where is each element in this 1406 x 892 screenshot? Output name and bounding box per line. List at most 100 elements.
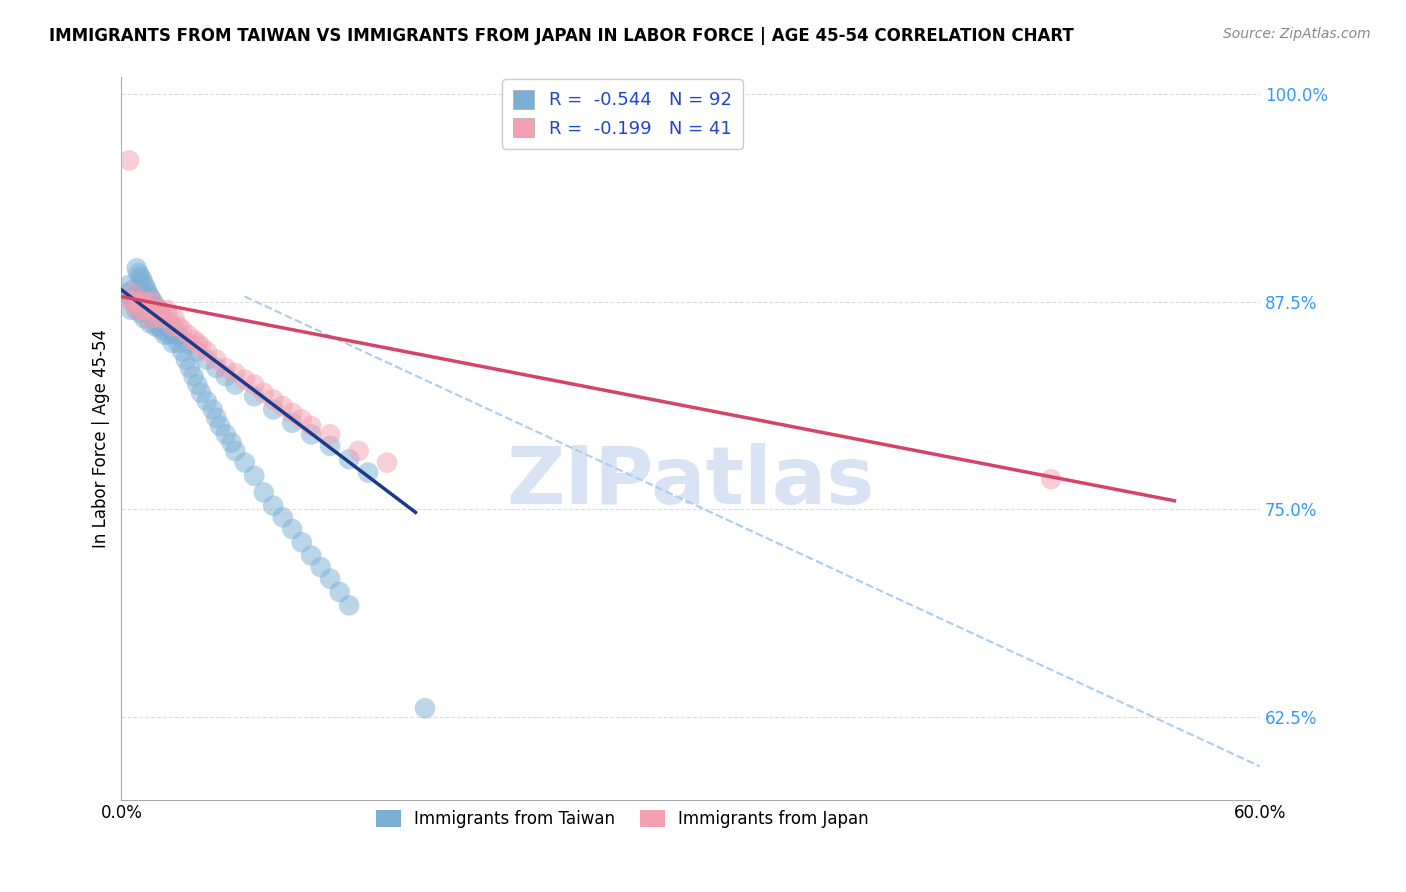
Point — [299, 427, 322, 442]
Point — [125, 289, 148, 303]
Point — [148, 319, 170, 334]
Point — [139, 289, 162, 303]
Point — [186, 377, 208, 392]
Point — [145, 319, 167, 334]
Point — [205, 352, 228, 367]
Point — [319, 439, 342, 453]
Point — [134, 277, 156, 292]
Point — [183, 333, 205, 347]
Point — [215, 360, 238, 375]
Point — [142, 311, 165, 326]
Point — [157, 327, 180, 342]
Point — [337, 599, 360, 613]
Point — [167, 327, 190, 342]
Point — [167, 336, 190, 351]
Point — [124, 294, 146, 309]
Point — [195, 394, 218, 409]
Point — [271, 399, 294, 413]
Point — [148, 306, 170, 320]
Point — [375, 456, 398, 470]
Point — [152, 316, 174, 330]
Point — [233, 373, 256, 387]
Point — [124, 294, 146, 309]
Point — [148, 302, 170, 317]
Legend: Immigrants from Taiwan, Immigrants from Japan: Immigrants from Taiwan, Immigrants from … — [368, 803, 876, 835]
Text: IMMIGRANTS FROM TAIWAN VS IMMIGRANTS FROM JAPAN IN LABOR FORCE | AGE 45-54 CORRE: IMMIGRANTS FROM TAIWAN VS IMMIGRANTS FRO… — [49, 27, 1074, 45]
Point — [253, 485, 276, 500]
Point — [163, 311, 186, 326]
Point — [146, 302, 169, 317]
Point — [141, 302, 163, 317]
Point — [120, 289, 142, 303]
Point — [309, 560, 332, 574]
Point — [186, 344, 208, 359]
Point — [145, 306, 167, 320]
Point — [183, 369, 205, 384]
Point — [163, 327, 186, 342]
Point — [167, 319, 190, 334]
Point — [162, 319, 184, 334]
Point — [139, 316, 162, 330]
Point — [118, 153, 141, 168]
Point — [172, 344, 194, 359]
Point — [177, 327, 200, 342]
Point — [319, 572, 342, 586]
Point — [159, 319, 181, 334]
Point — [136, 302, 159, 317]
Point — [145, 302, 167, 317]
Point — [243, 389, 266, 403]
Point — [134, 300, 156, 314]
Point — [131, 273, 153, 287]
Point — [162, 336, 184, 351]
Point — [262, 392, 284, 407]
Point — [299, 549, 322, 563]
Point — [253, 385, 276, 400]
Point — [291, 412, 314, 426]
Point — [195, 352, 218, 367]
Point — [129, 306, 152, 320]
Point — [205, 360, 228, 375]
Point — [152, 311, 174, 326]
Point — [128, 298, 150, 312]
Point — [156, 316, 179, 330]
Point — [129, 294, 152, 309]
Point — [129, 269, 152, 284]
Point — [190, 339, 212, 353]
Point — [291, 535, 314, 549]
Point — [156, 319, 179, 334]
Point — [135, 281, 157, 295]
Point — [224, 377, 246, 392]
Point — [115, 286, 138, 301]
Point — [190, 385, 212, 400]
Point — [157, 311, 180, 326]
Point — [221, 435, 243, 450]
Point — [152, 311, 174, 326]
Point — [141, 293, 163, 307]
Point — [131, 302, 153, 317]
Point — [243, 377, 266, 392]
Point — [134, 311, 156, 326]
Point — [281, 406, 304, 420]
Point — [337, 452, 360, 467]
Point — [139, 311, 162, 326]
Point — [118, 277, 141, 292]
Text: ZIPatlas: ZIPatlas — [506, 442, 875, 521]
Point — [243, 468, 266, 483]
Point — [128, 266, 150, 280]
Point — [163, 323, 186, 337]
Point — [148, 302, 170, 317]
Point — [120, 302, 142, 317]
Point — [129, 294, 152, 309]
Point — [172, 323, 194, 337]
Point — [209, 419, 232, 434]
Point — [262, 499, 284, 513]
Point — [125, 302, 148, 317]
Point — [262, 402, 284, 417]
Point — [357, 466, 380, 480]
Point — [233, 456, 256, 470]
Point — [146, 311, 169, 326]
Point — [121, 286, 143, 301]
Point — [215, 427, 238, 442]
Text: Source: ZipAtlas.com: Source: ZipAtlas.com — [1223, 27, 1371, 41]
Point — [136, 286, 159, 301]
